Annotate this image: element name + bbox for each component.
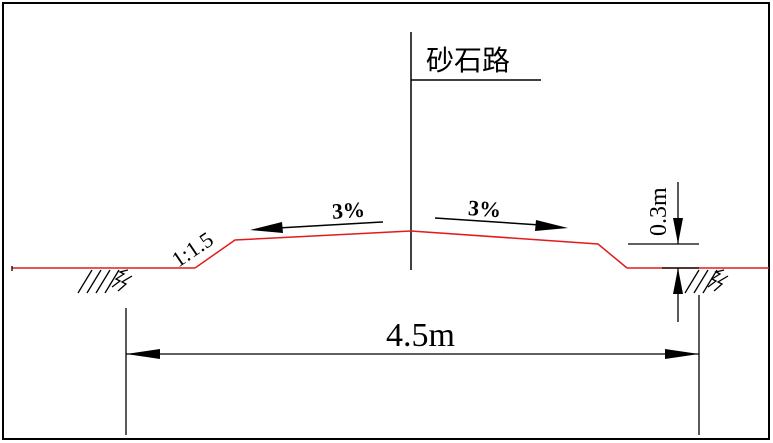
earth-hatch-icon	[684, 269, 729, 294]
dimension-arrow-icon	[535, 220, 568, 231]
dimension-arrow-icon	[665, 349, 699, 359]
earth-hatch-icon	[11, 266, 133, 294]
height-dimension-label: 0.3m	[646, 187, 672, 236]
width-dimension-label: 4.5m	[386, 317, 455, 354]
dimension-arrow-icon	[250, 222, 283, 233]
slope-arrow-right	[434, 217, 568, 231]
slope-label-left: 3%	[331, 197, 366, 224]
slope-arrow-left	[250, 221, 384, 233]
slope-label-right: 3%	[467, 195, 502, 222]
dimension-arrow-icon	[673, 218, 683, 244]
dimension-arrow-icon	[673, 268, 683, 294]
road-surface-profile	[194, 230, 628, 269]
road-type-title: 砂石路	[426, 45, 510, 76]
side-slope-label: 1:1.5	[167, 226, 218, 272]
dimension-arrow-icon	[126, 349, 160, 359]
